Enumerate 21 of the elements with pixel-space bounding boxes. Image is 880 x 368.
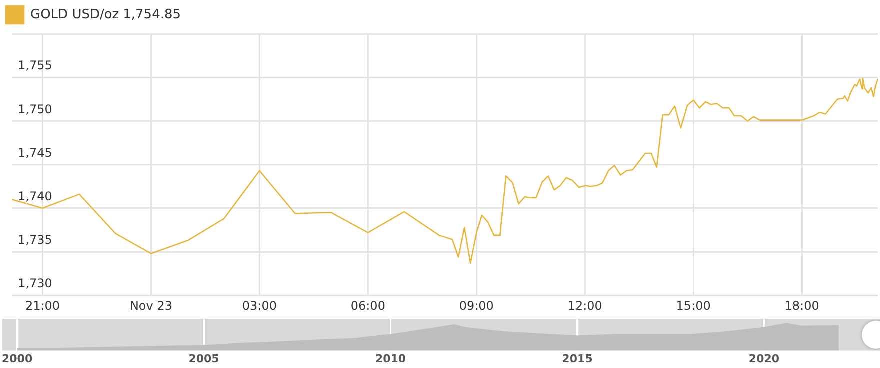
y-tick-label: 1,745 [18,146,52,160]
x-tick-label: 12:00 [568,298,602,313]
y-tick-label: 1,735 [18,233,52,248]
x-tick-label: Nov 23 [130,298,172,313]
x-tick-label: 2015 [562,352,593,366]
x-tick-label: 15:00 [676,298,711,313]
y-tick-label: 1,755 [18,58,52,73]
x-tick-label: 18:00 [784,298,820,313]
text: 1,754.85 [123,7,182,22]
x-tick-label: 2020 [748,352,780,366]
y-tick-label: 1,730 [18,276,52,291]
y-tick-label: 1,750 [18,102,52,116]
x-tick-label: 2000 [2,352,33,366]
x-tick-label: 09:00 [459,298,494,313]
y-tick-label: 1,740 [18,190,52,204]
x-tick-label: 21:00 [25,298,60,313]
x-tick-label: 2010 [375,352,406,366]
legend-label: GOLD USD/oz [30,7,120,22]
x-tick-label: 2005 [188,352,220,366]
x-tick-label: 03:00 [242,298,277,313]
x-tick-label: 06:00 [350,298,386,313]
